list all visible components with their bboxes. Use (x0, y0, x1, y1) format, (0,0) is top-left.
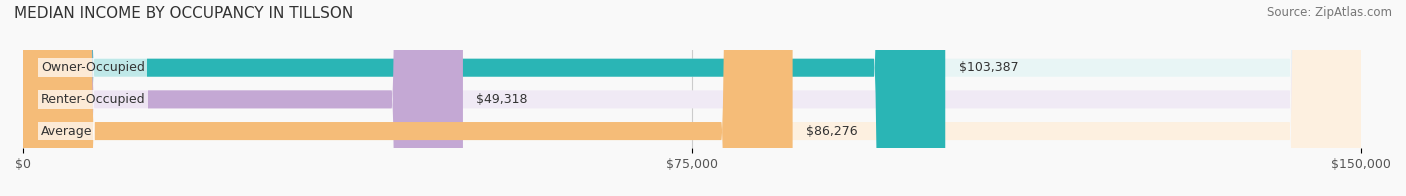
FancyBboxPatch shape (22, 0, 793, 196)
Text: $49,318: $49,318 (477, 93, 527, 106)
Text: Source: ZipAtlas.com: Source: ZipAtlas.com (1267, 6, 1392, 19)
FancyBboxPatch shape (22, 0, 945, 196)
Text: Average: Average (41, 124, 93, 138)
FancyBboxPatch shape (22, 0, 463, 196)
Text: Renter-Occupied: Renter-Occupied (41, 93, 145, 106)
Text: Owner-Occupied: Owner-Occupied (41, 61, 145, 74)
FancyBboxPatch shape (22, 0, 1361, 196)
Text: MEDIAN INCOME BY OCCUPANCY IN TILLSON: MEDIAN INCOME BY OCCUPANCY IN TILLSON (14, 6, 353, 21)
FancyBboxPatch shape (22, 0, 1361, 196)
Text: $86,276: $86,276 (806, 124, 858, 138)
Text: $103,387: $103,387 (959, 61, 1018, 74)
FancyBboxPatch shape (22, 0, 1361, 196)
